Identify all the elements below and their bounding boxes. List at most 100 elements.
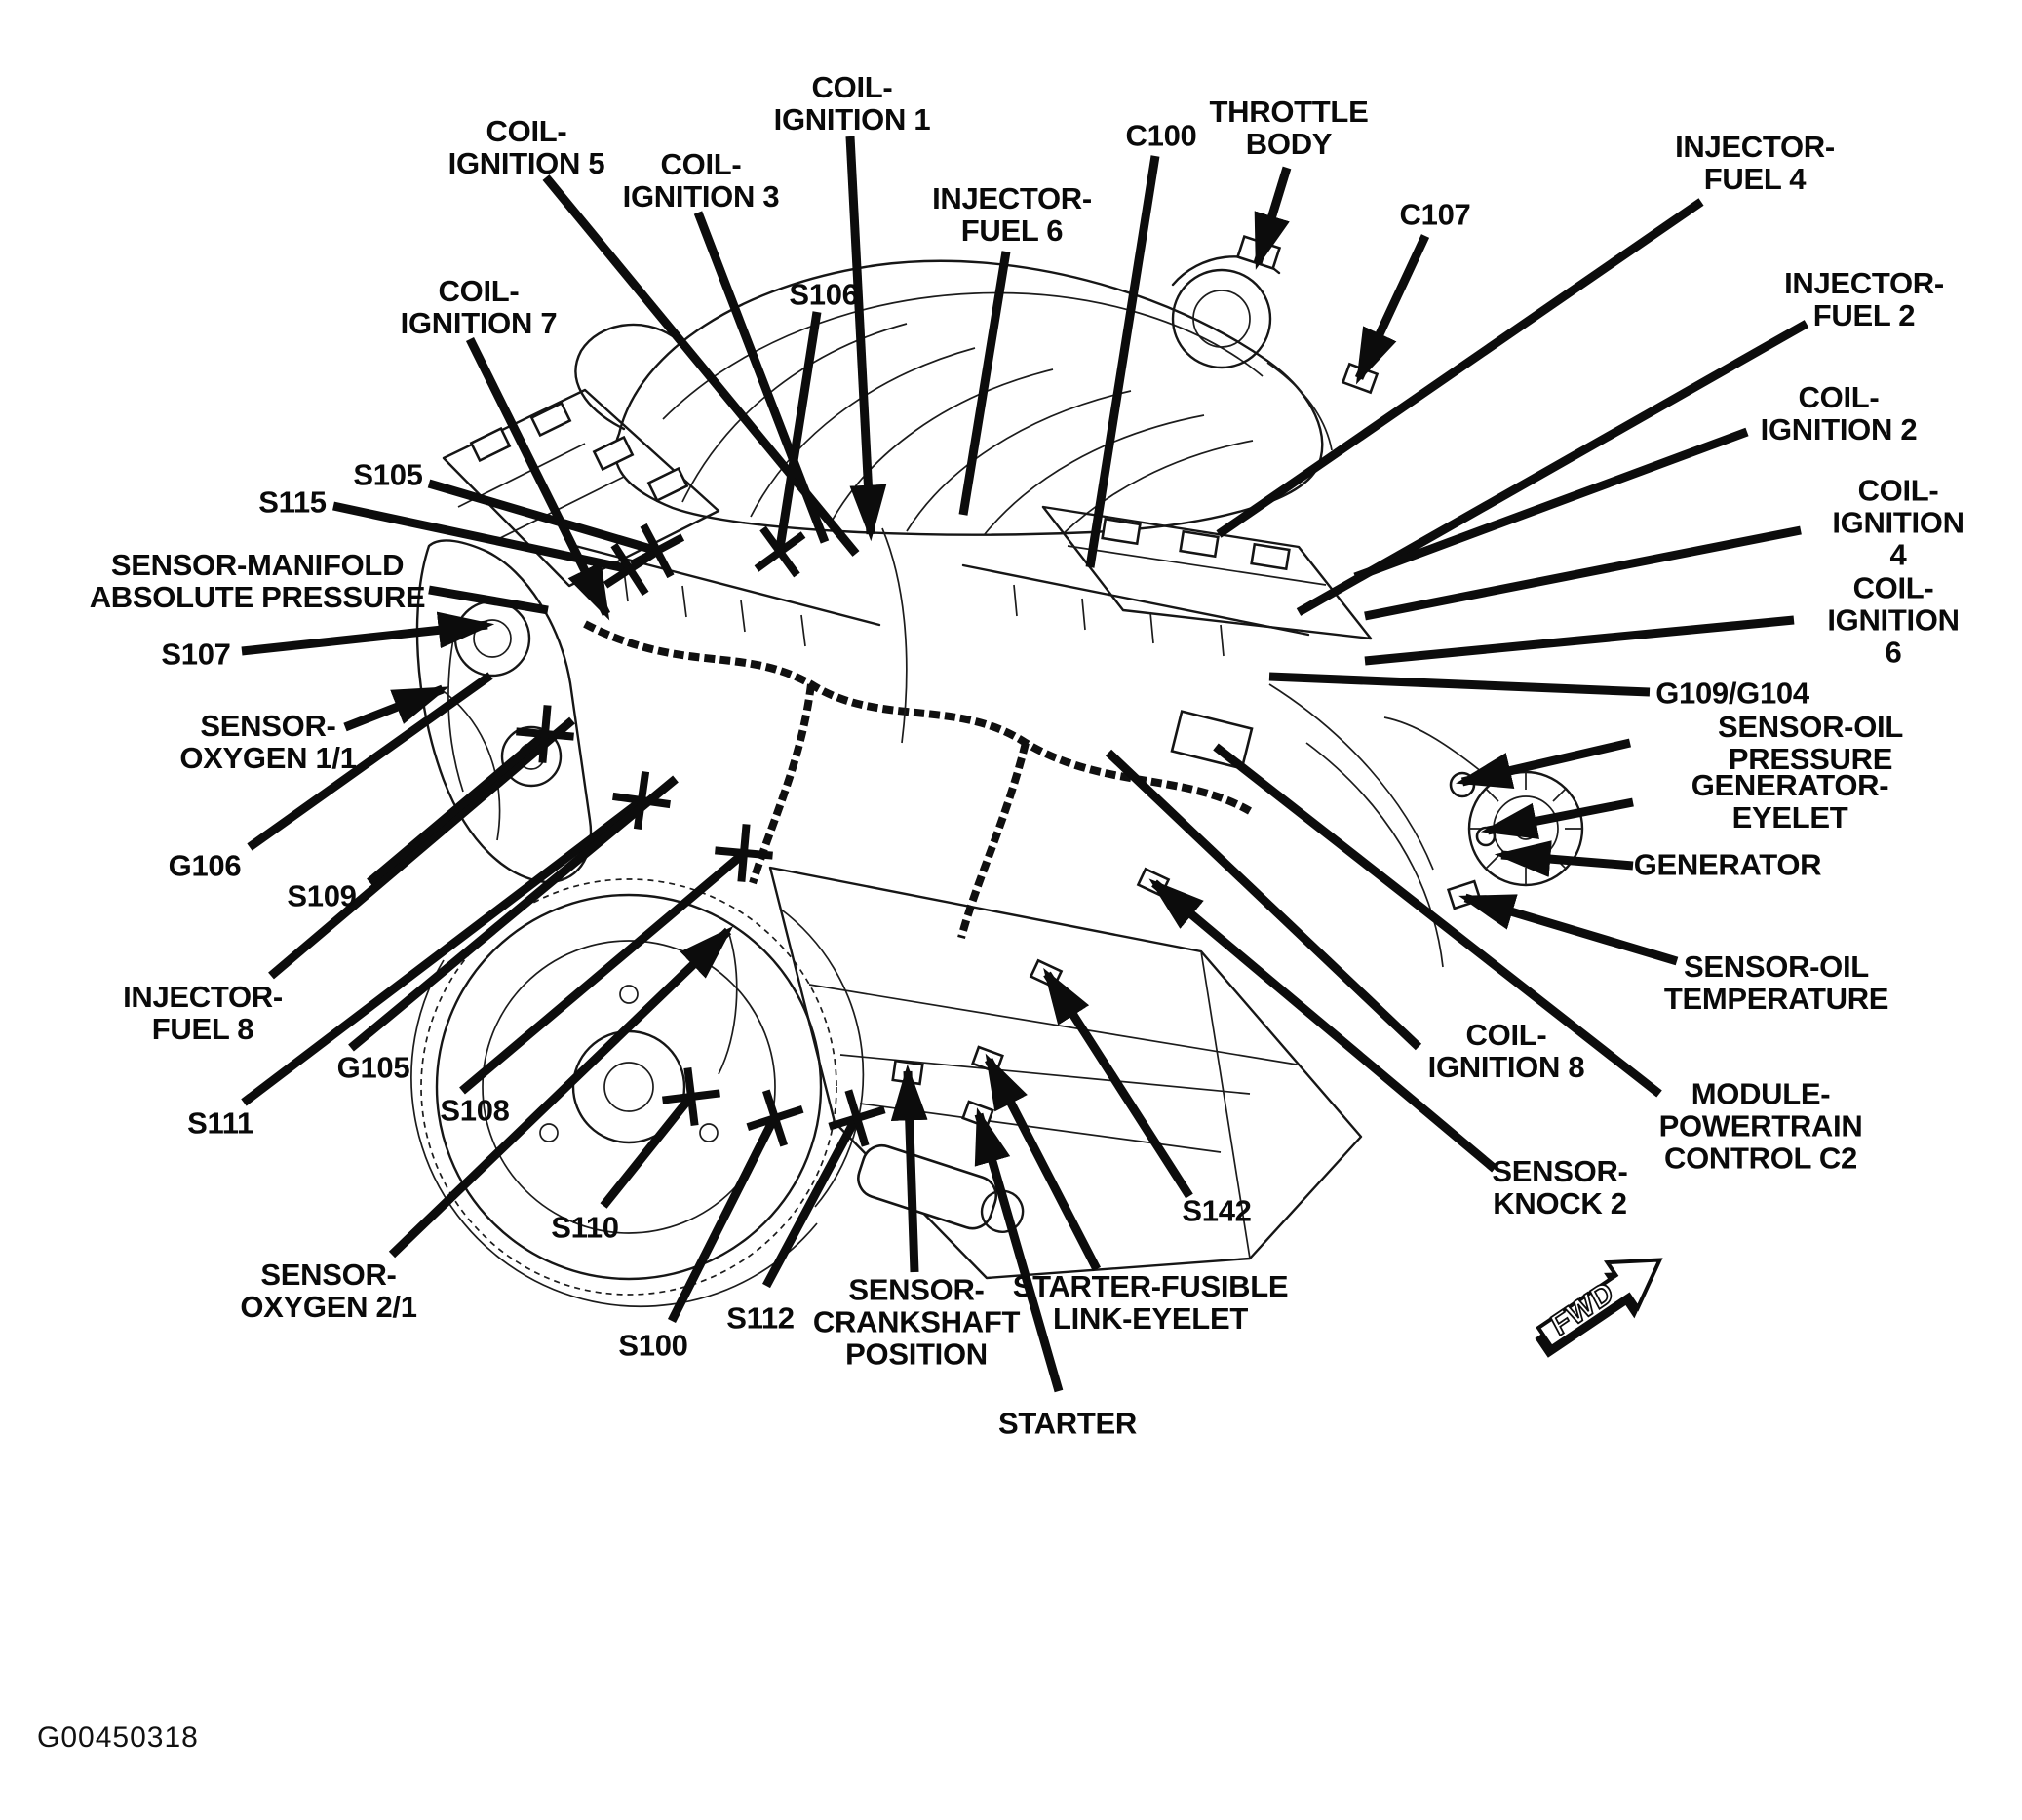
leader-throttle-body (1253, 166, 1292, 270)
leader-sensor-manifold-absolute-pressure (428, 585, 549, 615)
leader-module-powertrain-control-c2 (1213, 743, 1662, 1098)
leader-sensor-oxygen-1-1 (343, 684, 449, 732)
leader-generator (1494, 840, 1634, 877)
callout-injector-fuel-2: INJECTOR- FUEL 2 (1784, 266, 1944, 332)
callout-coil-ignition-6: COIL- IGNITION 6 (1827, 570, 1960, 670)
leader-s109 (367, 732, 546, 886)
callout-coil-ignition-1: COIL- IGNITION 1 (773, 70, 931, 136)
callout-injector-fuel-4: INJECTOR- FUEL 4 (1675, 130, 1835, 196)
throttle-body-drawing (1171, 235, 1333, 451)
leader-s100 (667, 1117, 778, 1324)
callout-coil-ignition-4: COIL- IGNITION 4 (1832, 473, 1964, 572)
callout-starter-fusible-link-eyelet: STARTER-FUSIBLE LINK-EYELET (1012, 1269, 1289, 1336)
leader-coil-ignition-2 (1353, 427, 1749, 582)
callout-sensor-crankshaft-position: SENSOR- CRANKSHAFT POSITION (812, 1272, 1021, 1372)
leader-generator-eyelet (1480, 797, 1634, 839)
leader-g106 (247, 672, 493, 851)
engine-line-art (410, 235, 1584, 1308)
splice-marks (516, 523, 886, 1147)
callout-injector-fuel-6: INJECTOR- FUEL 6 (932, 181, 1092, 248)
callout-s100: S100 (618, 1328, 688, 1363)
fwd-arrow-body (1536, 1258, 1663, 1350)
leader-s142 (1043, 967, 1193, 1199)
fwd-direction-arrow: FWD (1535, 1258, 1663, 1358)
figure-id-code: G00450318 (37, 1722, 199, 1754)
callout-g106: G106 (168, 848, 242, 883)
callout-throttle-body: THROTTLE BODY (1209, 95, 1369, 161)
leader-s105 (427, 479, 659, 556)
splice-x-s110 (662, 1067, 720, 1126)
callout-s107: S107 (161, 637, 231, 672)
leader-coil-ignition-6 (1364, 615, 1795, 666)
callout-starter: STARTER (998, 1406, 1137, 1441)
splice-x-s108 (715, 824, 773, 882)
callout-s109: S109 (287, 878, 357, 913)
callout-s105: S105 (353, 457, 423, 492)
leader-s108 (459, 851, 745, 1095)
callout-module-powertrain-control-c2: MODULE- POWERTRAIN CONTROL C2 (1658, 1076, 1863, 1176)
leader-s106 (775, 311, 822, 549)
starter-drawing (857, 1143, 1025, 1233)
callout-coil-ignition-7: COIL- IGNITION 7 (400, 274, 558, 340)
callout-c100: C100 (1125, 118, 1197, 153)
leader-coil-ignition-4 (1364, 525, 1802, 621)
leader-g105 (348, 775, 679, 1052)
leader-sensor-crankshaft-position (890, 1064, 928, 1273)
splice-x-s109 (516, 705, 574, 763)
pcm-connector-drawing (1170, 683, 1444, 968)
leader-s111 (241, 798, 642, 1106)
callout-s108: S108 (440, 1093, 510, 1128)
leader-sensor-oxygen-2-1 (388, 926, 734, 1259)
leader-s115 (332, 501, 631, 574)
leader-starter-fusible-link-eyelet (985, 1053, 1101, 1272)
callout-sensor-oil-temperature: SENSOR-OIL TEMPERATURE (1663, 949, 1889, 1016)
leader-coil-ignition-1 (845, 136, 887, 542)
callout-coil-ignition-3: COIL- IGNITION 3 (622, 147, 780, 213)
callout-s142: S142 (1182, 1193, 1252, 1228)
fuel-rail-drawing (573, 544, 1310, 657)
leader-s110 (600, 1096, 693, 1209)
flywheel-drawing (410, 878, 837, 1308)
callout-sensor-oil-pressure: SENSOR-OIL PRESSURE (1718, 710, 1903, 776)
leader-lines (241, 136, 1809, 1393)
splice-x-s111 (612, 771, 671, 830)
callout-g109-g104: G109/G104 (1655, 676, 1809, 711)
intake-manifold-drawing (574, 259, 1324, 536)
splice-x-s112 (828, 1089, 886, 1147)
callout-generator: GENERATOR (1633, 847, 1822, 882)
callout-generator-eyelet: GENERATOR-EYELET (1691, 768, 1889, 834)
callout-s111: S111 (187, 1105, 253, 1141)
leader-s112 (762, 1117, 859, 1289)
leader-s107 (241, 611, 495, 656)
callout-c107: C107 (1399, 197, 1471, 232)
callout-injector-fuel-8: INJECTOR- FUEL 8 (123, 980, 283, 1046)
leader-sensor-oil-temperature (1458, 893, 1679, 966)
callout-g105: G105 (336, 1050, 410, 1085)
callout-coil-ignition-5: COIL- IGNITION 5 (447, 114, 605, 180)
leader-injector-fuel-8 (268, 716, 575, 980)
callout-coil-ignition-8: COIL- IGNITION 8 (1427, 1018, 1585, 1084)
leader-coil-ignition-7 (465, 336, 611, 621)
callout-sensor-manifold-absolute-pressure: SENSOR-MANIFOLD ABSOLUTE PRESSURE (89, 548, 426, 614)
right-valve-cover-drawing (1041, 505, 1373, 640)
leader-injector-fuel-4 (1216, 198, 1704, 538)
left-valve-cover-drawing (442, 388, 720, 588)
callout-s112: S112 (726, 1300, 795, 1336)
leader-sensor-oil-pressure (1455, 738, 1632, 789)
splice-x-s100 (746, 1089, 804, 1147)
callout-s106: S106 (789, 277, 859, 312)
callout-s110: S110 (551, 1210, 619, 1245)
leader-g109-g104 (1268, 672, 1651, 697)
callout-s115: S115 (258, 484, 327, 520)
leader-starter (974, 1107, 1064, 1393)
leader-injector-fuel-6 (958, 251, 1011, 516)
callout-sensor-oxygen-1-1: SENSOR- OXYGEN 1/1 (179, 709, 357, 775)
leader-coil-ignition-8 (1105, 749, 1422, 1051)
callout-coil-ignition-2: COIL- IGNITION 2 (1760, 380, 1918, 446)
splice-x-s115 (603, 542, 657, 597)
callout-sensor-oxygen-2-1: SENSOR- OXYGEN 2/1 (240, 1258, 417, 1324)
leader-sensor-knock-2 (1148, 878, 1497, 1173)
leader-c100 (1085, 155, 1160, 568)
